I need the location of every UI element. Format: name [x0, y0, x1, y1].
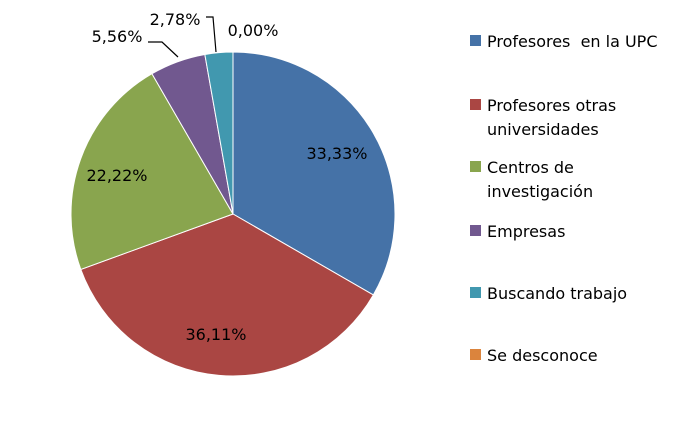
- legend-swatch-2: [470, 99, 481, 110]
- leader-line-5: [206, 16, 217, 53]
- legend-label-1: Profesores en la UPC: [487, 32, 658, 51]
- legend-swatch-1: [470, 35, 481, 46]
- data-label-2: 36,11%: [185, 325, 246, 344]
- leader-line-4: [148, 41, 179, 58]
- legend-label-3: Centros de investigación: [487, 158, 594, 201]
- legend-swatch-6: [470, 349, 481, 360]
- data-label-3: 22,22%: [86, 166, 147, 185]
- legend-swatch-5: [470, 287, 481, 298]
- legend-item-4: Empresas: [470, 220, 685, 244]
- pie-slice-2: [80, 213, 374, 377]
- legend-item-2: Profesores otras universidades: [470, 94, 685, 142]
- data-label-5: 2,78%: [150, 10, 201, 29]
- leader-lines: [148, 16, 217, 58]
- legend-swatch-4: [470, 225, 481, 236]
- legend-label-5: Buscando trabajo: [487, 284, 628, 303]
- legend-item-5: Buscando trabajo: [470, 282, 685, 306]
- legend-swatch-3: [470, 161, 481, 172]
- data-label-1: 33,33%: [306, 144, 367, 163]
- data-label-4: 5,56%: [92, 27, 143, 46]
- legend-item-6: Se desconoce: [470, 344, 685, 368]
- data-label-6: 0,00%: [228, 21, 279, 40]
- data-labels: 33,33% 36,11% 22,22% 5,56% 2,78% 0,00%: [86, 10, 367, 344]
- pie-slice-1: [232, 51, 396, 296]
- legend-label-2: Profesores otras universidades: [487, 96, 617, 139]
- legend-item-1: Profesores en la UPC: [470, 30, 685, 54]
- pie-slice-5: [204, 51, 234, 215]
- legend-item-3: Centros de investigación: [470, 156, 685, 204]
- pie-slices: [70, 51, 396, 377]
- pie-slice-3: [70, 73, 234, 271]
- legend-label-6: Se desconoce: [487, 346, 598, 365]
- legend-label-4: Empresas: [487, 222, 566, 241]
